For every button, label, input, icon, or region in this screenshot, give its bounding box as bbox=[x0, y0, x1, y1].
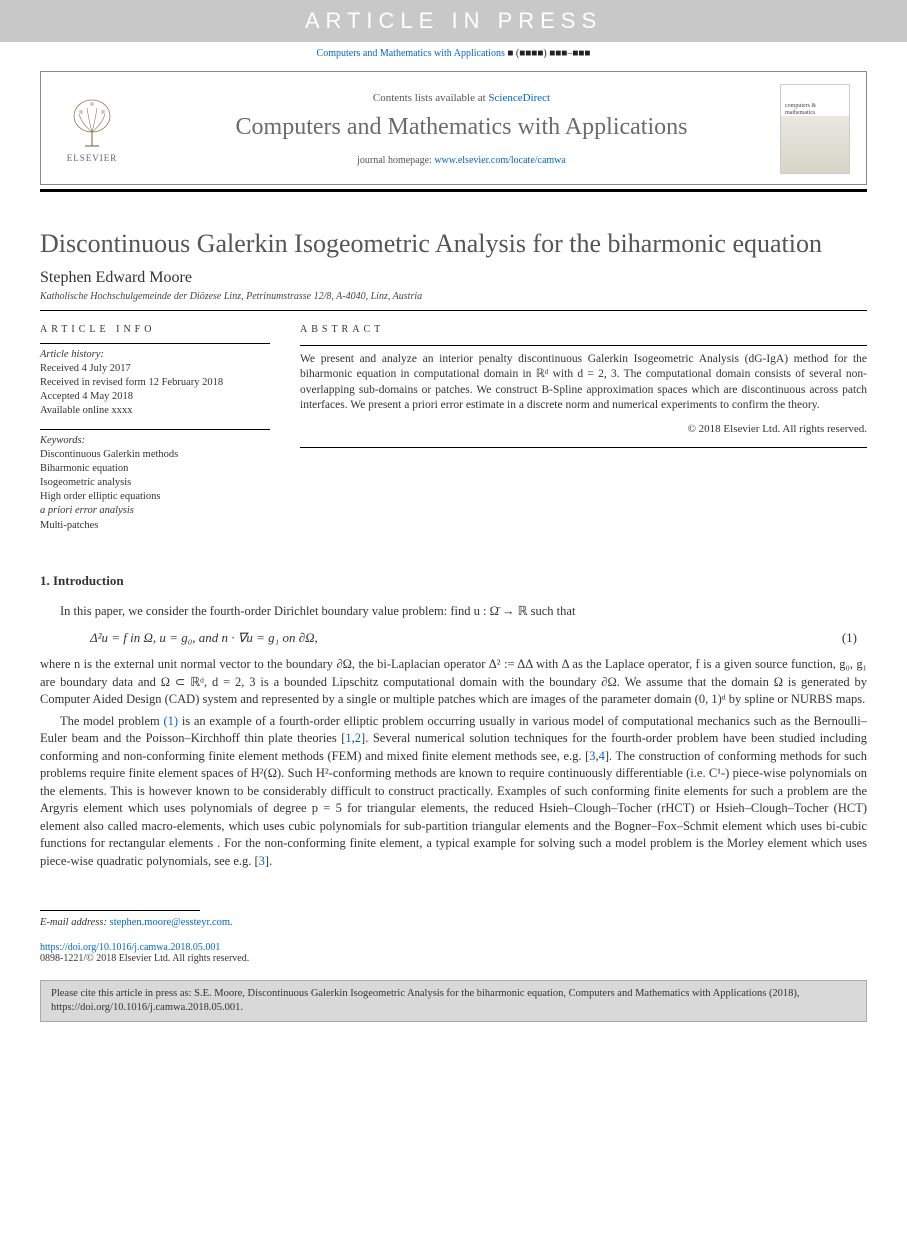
article-info-column: ARTICLE INFO Article history: Received 4… bbox=[40, 323, 270, 533]
equation-1-body: Δ²u = f in Ω, u = g₀, and n · ∇u = g₁ on… bbox=[90, 630, 842, 646]
article-in-press-banner: ARTICLE IN PRESS bbox=[0, 0, 907, 42]
ref-3-link[interactable]: 3 bbox=[589, 749, 595, 763]
sciencedirect-link[interactable]: ScienceDirect bbox=[488, 92, 550, 104]
equation-1: Δ²u = f in Ω, u = g₀, and n · ∇u = g₁ on… bbox=[90, 630, 867, 646]
journal-name: Computers and Mathematics with Applicati… bbox=[143, 114, 780, 141]
author-name: Stephen Edward Moore bbox=[40, 269, 867, 287]
journal-homepage-link[interactable]: www.elsevier.com/locate/camwa bbox=[434, 155, 566, 166]
elsevier-logo: ELSEVIER bbox=[57, 89, 127, 169]
title-rule bbox=[40, 310, 867, 311]
top-citation-vol: ■ (■■■■) ■■■–■■■ bbox=[507, 48, 590, 59]
keywords-label: Keywords: bbox=[40, 434, 270, 448]
journal-cover-title: computers & mathematics bbox=[781, 85, 849, 116]
history-accepted: Accepted 4 May 2018 bbox=[40, 390, 270, 404]
banner-text: ARTICLE IN PRESS bbox=[305, 8, 602, 33]
abstract-rule-2 bbox=[300, 447, 867, 448]
keyword-3: High order elliptic equations bbox=[40, 490, 270, 504]
cite-this-article-box: Please cite this article in press as: S.… bbox=[40, 980, 867, 1021]
history-received: Received 4 July 2017 bbox=[40, 362, 270, 376]
doi-link[interactable]: https://doi.org/10.1016/j.camwa.2018.05.… bbox=[40, 942, 220, 953]
homepage-line: journal homepage: www.elsevier.com/locat… bbox=[143, 155, 780, 166]
top-citation-line: Computers and Mathematics with Applicati… bbox=[0, 42, 907, 71]
author-affiliation: Katholische Hochschulgemeinde der Diözes… bbox=[40, 291, 867, 302]
copyright-footer: 0898-1221/© 2018 Elsevier Ltd. All right… bbox=[40, 953, 867, 964]
abstract-rule-1 bbox=[300, 345, 867, 346]
ref-eq1-link[interactable]: (1) bbox=[164, 714, 179, 728]
elsevier-tree-icon bbox=[67, 96, 117, 151]
info-rule-1 bbox=[40, 343, 270, 344]
intro-p1: In this paper, we consider the fourth-or… bbox=[40, 603, 867, 621]
doi-line: https://doi.org/10.1016/j.camwa.2018.05.… bbox=[40, 942, 867, 953]
email-line: E-mail address: stephen.moore@essteyr.co… bbox=[40, 917, 867, 928]
journal-header-box: ELSEVIER Contents lists available at Sci… bbox=[40, 71, 867, 185]
keyword-5: Multi-patches bbox=[40, 519, 270, 533]
history-label: Article history: bbox=[40, 348, 270, 362]
journal-cover-thumbnail: computers & mathematics bbox=[780, 84, 850, 174]
elsevier-brand-text: ELSEVIER bbox=[67, 153, 118, 163]
history-available: Available online xxxx bbox=[40, 404, 270, 418]
keyword-1: Biharmonic equation bbox=[40, 462, 270, 476]
section-1-heading: 1. Introduction bbox=[40, 573, 867, 589]
equation-1-number: (1) bbox=[842, 630, 857, 646]
header-center: Contents lists available at ScienceDirec… bbox=[143, 92, 780, 166]
top-citation-journal-link[interactable]: Computers and Mathematics with Applicati… bbox=[317, 48, 505, 59]
keyword-4: a priori error analysis bbox=[40, 504, 270, 518]
keyword-0: Discontinuous Galerkin methods bbox=[40, 448, 270, 462]
abstract-column: ABSTRACT We present and analyze an inter… bbox=[300, 323, 867, 533]
info-abstract-row: ARTICLE INFO Article history: Received 4… bbox=[40, 323, 867, 533]
article-title: Discontinuous Galerkin Isogeometric Anal… bbox=[40, 228, 867, 259]
abstract-heading: ABSTRACT bbox=[300, 323, 867, 337]
history-revised: Received in revised form 12 February 201… bbox=[40, 376, 270, 390]
header-rule bbox=[40, 189, 867, 192]
abstract-text: We present and analyze an interior penal… bbox=[300, 352, 867, 414]
abstract-copyright: © 2018 Elsevier Ltd. All rights reserved… bbox=[300, 422, 867, 437]
keyword-2: Isogeometric analysis bbox=[40, 476, 270, 490]
article-info-heading: ARTICLE INFO bbox=[40, 323, 270, 337]
info-rule-2 bbox=[40, 429, 270, 430]
intro-p3: The model problem (1) is an example of a… bbox=[40, 713, 867, 871]
author-email-link[interactable]: stephen.moore@essteyr.com bbox=[110, 917, 230, 928]
ref-1-link[interactable]: 1 bbox=[345, 731, 351, 745]
contents-line: Contents lists available at ScienceDirec… bbox=[143, 92, 780, 104]
footnote-rule bbox=[40, 910, 200, 911]
keywords-block: Keywords: Discontinuous Galerkin methods… bbox=[40, 434, 270, 533]
intro-p2: where n is the external unit normal vect… bbox=[40, 656, 867, 709]
